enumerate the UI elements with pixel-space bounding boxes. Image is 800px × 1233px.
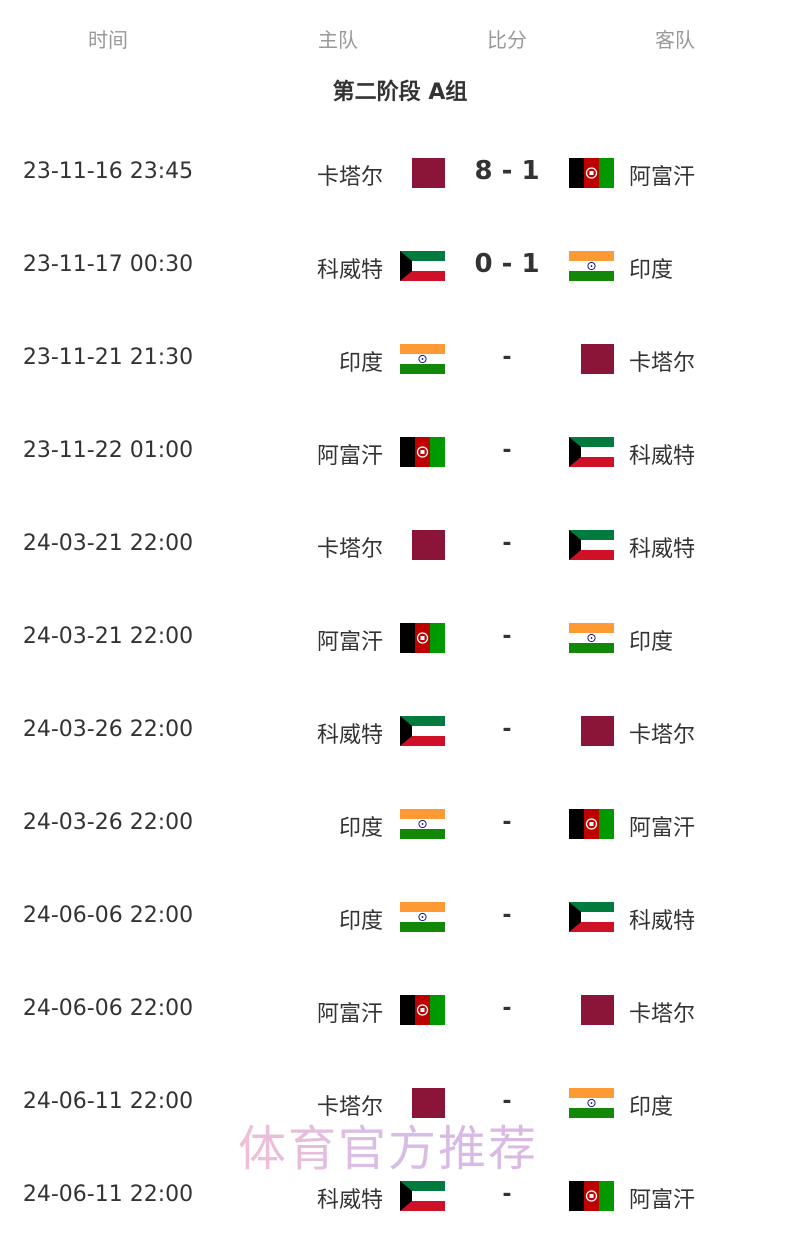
match-row[interactable]: 23-11-17 00:30 科威特 0 - 1 印度 [0,246,800,286]
match-score: 8 - 1 [474,156,540,186]
match-row[interactable]: 24-06-06 22:00 阿富汗 - 卡塔尔 [0,990,800,1030]
match-time: 24-06-06 22:00 [22,903,194,928]
match-row[interactable]: 24-06-11 22:00 卡塔尔 - 印度 [0,1083,800,1123]
india-flag-icon [569,251,614,281]
india-flag-icon [400,902,445,932]
match-time: 24-03-26 22:00 [22,717,194,742]
india-flag-icon [569,623,614,653]
match-row[interactable]: 24-03-21 22:00 阿富汗 - 印度 [0,618,800,658]
match-row[interactable]: 23-11-21 21:30 印度 - 卡塔尔 [0,339,800,379]
home-team-name: 卡塔尔 [316,1095,383,1120]
match-row[interactable]: 24-03-26 22:00 科威特 - 卡塔尔 [0,711,800,751]
match-row[interactable]: 23-11-16 23:45 卡塔尔 8 - 1 阿富汗 [0,153,800,193]
match-row[interactable]: 24-03-26 22:00 印度 - 阿富汗 [0,804,800,844]
header-away: 客队 [655,28,695,52]
match-row[interactable]: 23-11-22 01:00 阿富汗 - 科威特 [0,432,800,472]
match-row[interactable]: 24-03-21 22:00 卡塔尔 - 科威特 [0,525,800,565]
match-score: - [502,996,512,1021]
away-team-name: 印度 [629,258,674,283]
match-time: 24-06-11 22:00 [22,1089,194,1114]
match-time: 23-11-22 01:00 [22,438,194,463]
match-score: - [502,438,512,463]
kuwait-flag-icon [400,716,445,746]
home-team-name: 阿富汗 [316,630,383,655]
away-team-name: 卡塔尔 [629,723,696,748]
header-time: 时间 [88,28,128,52]
match-score: - [502,1089,512,1114]
match-row[interactable]: 24-06-06 22:00 印度 - 科威特 [0,897,800,937]
match-score: - [502,810,512,835]
kuwait-flag-icon [400,251,445,281]
afghanistan-flag-icon [569,1181,614,1211]
india-flag-icon [400,344,445,374]
qatar-flag-icon [569,344,614,374]
match-score: - [502,1182,512,1207]
header-score: 比分 [487,28,527,52]
qatar-flag-icon [400,1088,445,1118]
qatar-flag-icon [569,995,614,1025]
match-score: - [502,624,512,649]
home-team-name: 科威特 [316,1188,383,1213]
afghanistan-flag-icon [400,995,445,1025]
match-score: - [502,903,512,928]
home-team-name: 卡塔尔 [316,165,383,190]
afghanistan-flag-icon [400,437,445,467]
match-time: 24-03-21 22:00 [22,531,194,556]
home-team-name: 印度 [338,351,383,376]
away-team-name: 科威特 [629,909,696,934]
away-team-name: 卡塔尔 [629,351,696,376]
away-team-name: 印度 [629,1095,674,1120]
kuwait-flag-icon [569,530,614,560]
india-flag-icon [400,809,445,839]
match-time: 23-11-17 00:30 [22,252,194,277]
watermark: 体育官方推荐 [238,1121,539,1177]
away-team-name: 科威特 [629,537,696,562]
kuwait-flag-icon [569,902,614,932]
match-score: - [502,345,512,370]
match-time: 23-11-16 23:45 [22,159,194,184]
match-time: 24-03-21 22:00 [22,624,194,649]
match-score: - [502,717,512,742]
afghanistan-flag-icon [400,623,445,653]
home-team-name: 科威特 [316,723,383,748]
header-home: 主队 [318,28,358,52]
away-team-name: 阿富汗 [629,816,696,841]
match-time: 24-03-26 22:00 [22,810,194,835]
home-team-name: 科威特 [316,258,383,283]
home-team-name: 印度 [338,816,383,841]
home-team-name: 印度 [338,909,383,934]
away-team-name: 科威特 [629,444,696,469]
qatar-flag-icon [400,530,445,560]
match-time: 23-11-21 21:30 [22,345,194,370]
afghanistan-flag-icon [569,809,614,839]
match-score: 0 - 1 [474,249,540,279]
away-team-name: 阿富汗 [629,165,696,190]
qatar-flag-icon [569,716,614,746]
afghanistan-flag-icon [569,158,614,188]
kuwait-flag-icon [569,437,614,467]
match-time: 24-06-11 22:00 [22,1182,194,1207]
away-team-name: 卡塔尔 [629,1002,696,1027]
india-flag-icon [569,1088,614,1118]
qatar-flag-icon [400,158,445,188]
match-time: 24-06-06 22:00 [22,996,194,1021]
home-team-name: 卡塔尔 [316,537,383,562]
kuwait-flag-icon [400,1181,445,1211]
home-team-name: 阿富汗 [316,1002,383,1027]
match-score: - [502,531,512,556]
away-team-name: 印度 [629,630,674,655]
group-title: 第二阶段 A组 [332,80,468,105]
match-row[interactable]: 24-06-11 22:00 科威特 - 阿富汗 [0,1176,800,1216]
home-team-name: 阿富汗 [316,444,383,469]
away-team-name: 阿富汗 [629,1188,696,1213]
